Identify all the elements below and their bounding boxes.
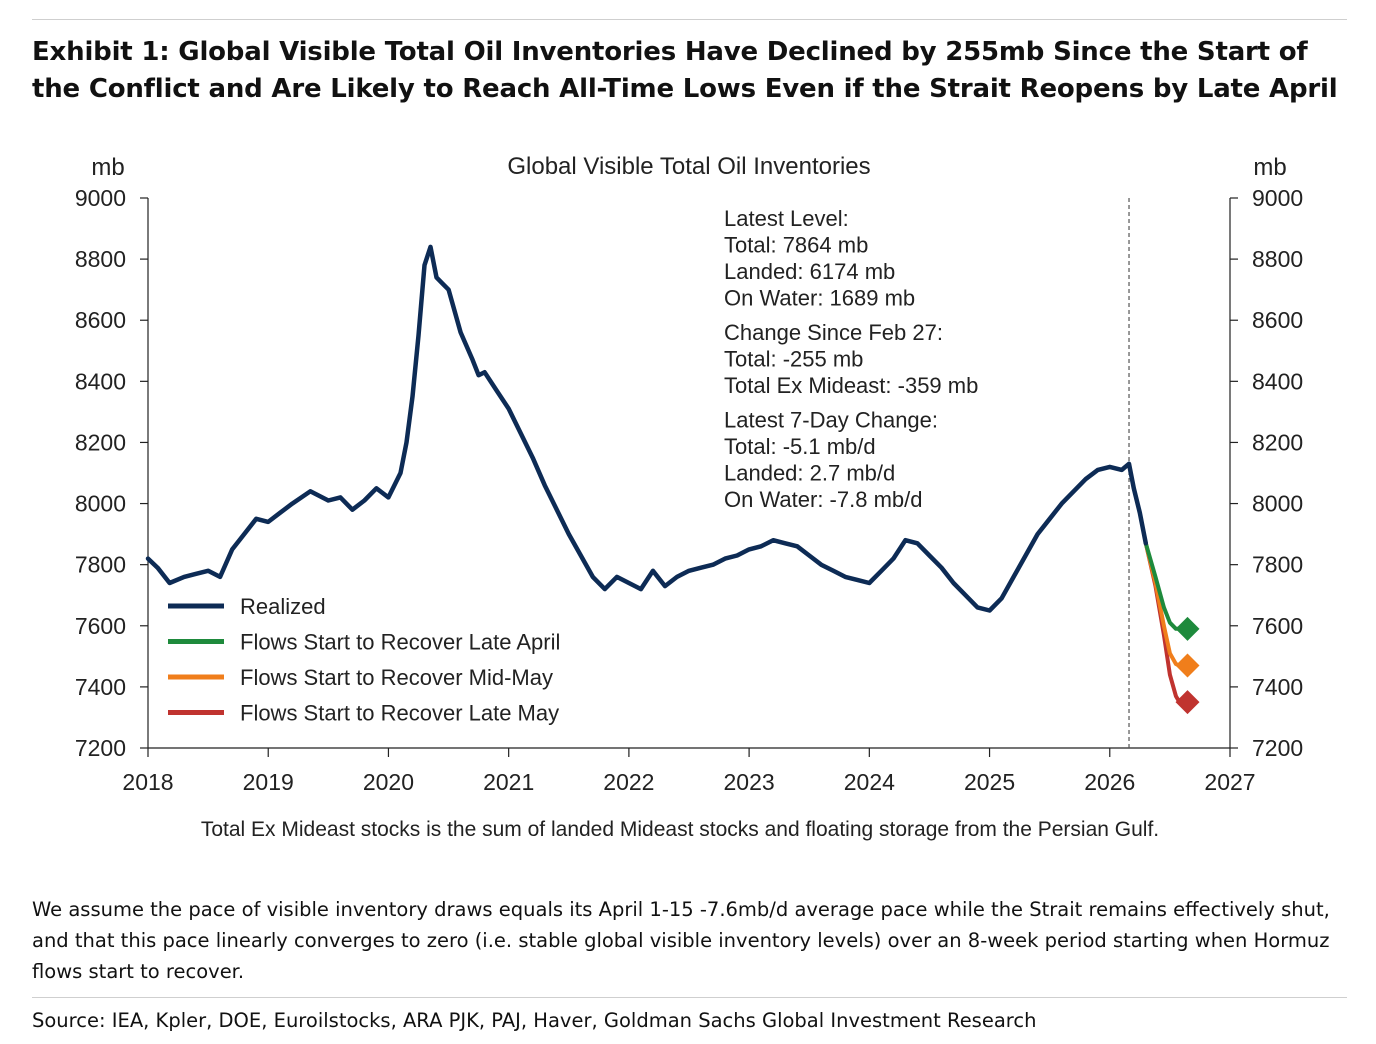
scenario-endpoint-marker-3 bbox=[1175, 690, 1200, 715]
y-tick-label-right: 7600 bbox=[1252, 613, 1303, 639]
x-tick-label: 2020 bbox=[363, 769, 414, 795]
y-tick-label-right: 7400 bbox=[1252, 674, 1303, 700]
y-tick-label-left: 8600 bbox=[75, 307, 126, 333]
y-tick-label-right: 7200 bbox=[1252, 735, 1303, 761]
x-tick-label: 2023 bbox=[724, 769, 775, 795]
y-tick-label-left: 7400 bbox=[75, 674, 126, 700]
left-axis-unit: mb bbox=[91, 154, 124, 181]
legend-label: Realized bbox=[240, 594, 326, 619]
legend: Realized Flows Start to Recover Late Apri… bbox=[168, 594, 560, 726]
x-tick-label: 2026 bbox=[1084, 769, 1135, 795]
chart-footnote: Total Ex Mideast stocks is the sum of la… bbox=[201, 818, 1159, 841]
source-line: Source: IEA, Kpler, DOE, Euroilstocks, A… bbox=[32, 1009, 1037, 1032]
y-tick-label-right: 8400 bbox=[1252, 368, 1303, 394]
annotation-line: Total: -5.1 mb/d bbox=[724, 434, 876, 459]
legend-label: Flows Start to Recover Mid-May bbox=[240, 665, 553, 690]
chart: Global Visible Total Oil Inventories mb … bbox=[75, 153, 1303, 841]
annotation-line: Latest 7-Day Change: bbox=[724, 408, 938, 433]
annotation-line: Total Ex Mideast: -359 mb bbox=[724, 373, 978, 398]
annotation-line: On Water: -7.8 mb/d bbox=[724, 487, 922, 512]
y-tick-label-right: 7800 bbox=[1252, 552, 1303, 578]
top-rule bbox=[32, 19, 1347, 20]
scenario-endpoint-marker-2 bbox=[1175, 653, 1200, 678]
annotation-line: Total: -255 mb bbox=[724, 347, 863, 372]
annotation-line: Change Since Feb 27: bbox=[724, 320, 943, 345]
annotation-line: Landed: 6174 mb bbox=[724, 259, 895, 284]
x-tick-label: 2022 bbox=[603, 769, 654, 795]
y-tick-label-left: 7200 bbox=[75, 735, 126, 761]
annotation-line: Latest Level: bbox=[724, 206, 849, 231]
x-tick-label: 2021 bbox=[483, 769, 534, 795]
y-tick-label-right: 8600 bbox=[1252, 307, 1303, 333]
legend-label: Flows Start to Recover Late May bbox=[240, 701, 559, 726]
y-tick-label-left: 8400 bbox=[75, 368, 126, 394]
series-lines bbox=[145, 244, 1200, 715]
y-tick-label-right: 8000 bbox=[1252, 491, 1303, 517]
x-tick-label: 2027 bbox=[1204, 769, 1255, 795]
exhibit-title: Exhibit 1: Global Visible Total Oil Inve… bbox=[32, 37, 1338, 104]
scenario-endpoint-marker-1 bbox=[1175, 616, 1200, 641]
y-tick-label-left: 7800 bbox=[75, 552, 126, 578]
right-axis-unit: mb bbox=[1253, 154, 1286, 181]
chart-caption: We assume the pace of visible inventory … bbox=[32, 898, 1330, 983]
x-tick-label: 2024 bbox=[844, 769, 895, 795]
x-tick-label: 2018 bbox=[122, 769, 173, 795]
y-tick-label-right: 9000 bbox=[1252, 185, 1303, 211]
series-line-realized bbox=[145, 244, 1149, 613]
annotation-line: Landed: 2.7 mb/d bbox=[724, 461, 895, 486]
chart-title: Global Visible Total Oil Inventories bbox=[507, 153, 870, 180]
y-tick-label-left: 7600 bbox=[75, 613, 126, 639]
annotation-line: On Water: 1689 mb bbox=[724, 286, 915, 311]
y-tick-label-left: 9000 bbox=[75, 185, 126, 211]
y-tick-label-left: 8200 bbox=[75, 429, 126, 455]
x-tick-label: 2019 bbox=[243, 769, 294, 795]
y-tick-label-right: 8200 bbox=[1252, 429, 1303, 455]
y-tick-label-left: 8000 bbox=[75, 491, 126, 517]
bottom-rule bbox=[32, 997, 1347, 998]
y-tick-label-right: 8800 bbox=[1252, 246, 1303, 272]
y-tick-label-left: 8800 bbox=[75, 246, 126, 272]
annotation-line: Total: 7864 mb bbox=[724, 233, 868, 258]
x-tick-label: 2025 bbox=[964, 769, 1015, 795]
legend-label: Flows Start to Recover Late April bbox=[240, 630, 560, 655]
